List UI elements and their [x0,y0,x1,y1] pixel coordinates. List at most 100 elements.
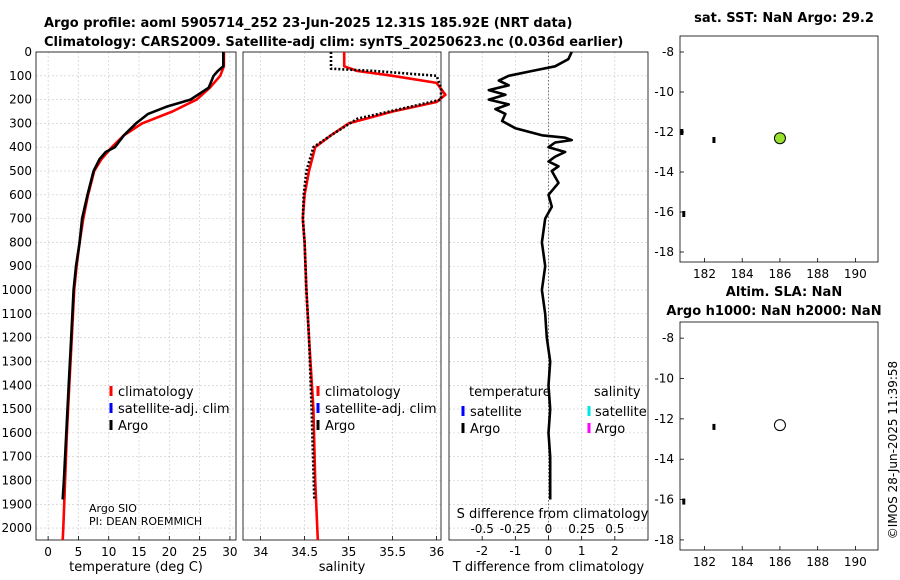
xtick-label: 20 [162,545,177,559]
series-climatology [301,52,447,541]
track-marker [682,498,686,505]
ytick-label: 300 [9,116,32,130]
xtick-label: 34.5 [291,545,318,559]
legend-entry: climatology [118,385,194,400]
xtick-label: 0 [44,545,52,559]
legend-entry: climatology [325,385,401,400]
series-argo [61,52,225,500]
xtick2-label: 0.25 [568,522,595,536]
x-axis-label: temperature (deg C) [69,560,203,575]
temperature-profile: 0100200300400500600700800900100011001200… [1,45,237,575]
figure-title-line2: Climatology: CARS2009. Satellite-adj cli… [44,35,623,50]
xtick-label: 35 [341,545,356,559]
xtick-label: 0 [545,544,553,558]
plot-frame [242,51,442,541]
sst-map: sat. SST: NaN Argo: 29.2 -8 -10 -12 -14 -16 -1… [654,11,879,281]
ytick-label: 900 [9,259,32,273]
xtick-label: 15 [131,545,146,559]
xtick-label: 35.5 [379,545,406,559]
sla-map: Altim. SLA: NaN Argo h1000: NaN h2000: Na… [654,285,881,569]
legend-entry: satellite-adj. clim [118,402,230,417]
xtick-label: 190 [844,267,867,281]
track-marker [680,129,684,135]
series-argo [487,51,574,500]
legend-entry: Argo [325,419,355,434]
xtick-label: 186 [768,555,791,569]
xtick-label: 190 [844,555,867,569]
ytick-label: 800 [9,235,32,249]
legend-entry: Argo [470,422,500,437]
xtick-label: 184 [731,267,754,281]
xtick-label: 182 [693,555,716,569]
plot-frame [35,51,237,541]
ytick-label: 1800 [1,473,32,487]
xtick2-label: -0.25 [500,522,531,536]
ytick-label: -10 [654,85,674,99]
ytick-label: -8 [662,331,674,345]
ytick-label: 1000 [1,283,32,297]
track-marker [712,423,716,430]
ytick-label: -16 [654,493,674,507]
ytick-label: 700 [9,212,32,226]
argo-marker [773,419,786,432]
ytick-label: -18 [654,533,674,547]
ytick-label: 1900 [1,497,32,511]
credit-line1: Argo SIO [89,502,137,515]
ytick-label: 1300 [1,354,32,368]
xtick-label: -1 [509,544,521,558]
xtick-label: 36 [429,545,444,559]
series-argo [301,52,443,500]
legend-entry: Argo [118,419,148,434]
map-frame [679,35,879,263]
track-marker [682,211,686,217]
legend-entry: satellite [595,405,647,420]
salinity-profile: 34 34.5 35 35.5 36 salinity climatology satelli… [242,51,447,575]
ytick-label: -18 [654,245,674,259]
legend-group-temperature: temperature [469,385,551,400]
ytick-label: -12 [654,125,674,139]
x-axis-label: T difference from climatology [452,560,645,575]
xtick-label: 182 [693,267,716,281]
xtick-label: 188 [806,555,829,569]
legend-entry: satellite-adj. clim [325,402,437,417]
map-title: Altim. SLA: NaN [726,285,842,300]
xtick-label: 34 [253,545,268,559]
xtick-label: 186 [768,267,791,281]
x-axis-label-2: S difference from climatology [457,507,649,522]
xtick2-label: -0.5 [470,522,493,536]
xtick-label: 30 [222,545,237,559]
ytick-label: 2000 [1,521,32,535]
xtick-label: 184 [731,555,754,569]
ytick-label: 1100 [1,307,32,321]
difference-profile: -2 -1 0 1 2 T difference from climatology -0.5… [448,51,649,575]
map-subtitle: Argo h1000: NaN h2000: NaN [666,304,881,319]
ytick-label: -16 [654,205,674,219]
legend-group-salinity: salinity [594,385,641,400]
ytick-label: -12 [654,412,674,426]
ytick-label: 1400 [1,378,32,392]
figure-title-line1: Argo profile: aoml 5905714_252 23-Jun-20… [44,16,572,31]
legend-entry: satellite [470,405,522,420]
ytick-label: -14 [654,165,674,179]
xtick2-label: 0 [545,522,553,536]
ytick-label: 1600 [1,426,32,440]
ytick-label: -10 [654,371,674,385]
ytick-label: -8 [662,45,674,59]
ytick-label: -14 [654,452,674,466]
xtick2-label: 0.5 [605,522,624,536]
xtick-label: 25 [192,545,207,559]
xtick-label: 5 [75,545,83,559]
ytick-label: 600 [9,188,32,202]
map-title: sat. SST: NaN Argo: 29.2 [694,11,874,26]
ytick-label: 500 [9,164,32,178]
ytick-label: 1200 [1,331,32,345]
track-marker [712,137,716,143]
ytick-label: 100 [9,69,32,83]
argo-marker [773,132,786,145]
xtick-label: 188 [806,267,829,281]
ytick-label: 1500 [1,402,32,416]
xtick-label: -2 [476,544,488,558]
xtick-label: 10 [101,545,116,559]
xtick-label: 2 [611,544,619,558]
